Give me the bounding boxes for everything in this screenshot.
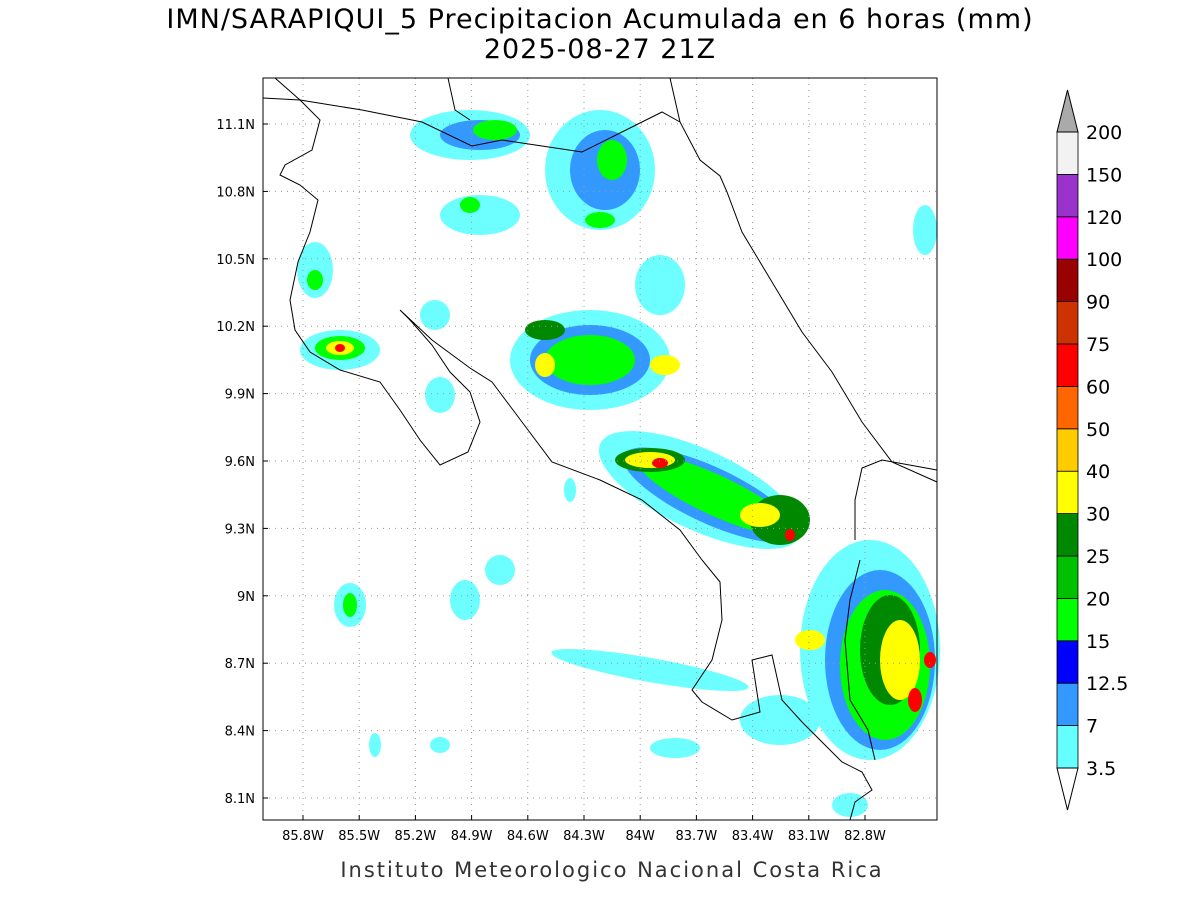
color-box xyxy=(1056,598,1079,642)
color-box xyxy=(1056,216,1079,260)
color-box xyxy=(1056,470,1079,515)
color-box xyxy=(1056,173,1079,218)
colorbar-label: 20 xyxy=(1086,588,1110,610)
color-box xyxy=(1056,640,1079,684)
lon-label: 85.8W xyxy=(282,829,324,844)
color-box xyxy=(1056,301,1079,345)
lon-label: 84.9W xyxy=(451,829,493,844)
color-box xyxy=(1056,258,1079,303)
colorbar-label: 150 xyxy=(1086,164,1122,186)
footer: Instituto Meteorologico Nacional Costa R… xyxy=(340,858,883,882)
color-box xyxy=(1056,513,1079,557)
coastline xyxy=(262,77,938,821)
under-triangle xyxy=(1056,767,1079,811)
lon-label: 82.8W xyxy=(844,829,886,844)
lat-label: 9.6N xyxy=(225,455,255,470)
colorbar-label: 100 xyxy=(1086,249,1122,271)
title: IMN/SARAPIQUI_5 Precipitacion Acumulada … xyxy=(166,4,1033,35)
colorbar-label: 15 xyxy=(1086,631,1110,653)
color-box xyxy=(1056,555,1079,599)
colorbar: 3.5 7 12.5 15 20 25 30 40 50 60 75 90 100 120 150 200 xyxy=(1056,89,1128,811)
lat-label: 8.1N xyxy=(225,792,255,807)
colorbar-label: 40 xyxy=(1086,461,1110,483)
colorbar-label: 75 xyxy=(1086,334,1110,356)
lat-label: 8.4N xyxy=(225,725,255,740)
colorbar-label: 50 xyxy=(1086,419,1110,441)
color-box xyxy=(1056,131,1079,175)
lon-label: 83.1W xyxy=(788,829,830,844)
color-box xyxy=(1056,725,1079,769)
precipitation xyxy=(297,110,940,817)
colorbar-label: 7 xyxy=(1086,716,1098,738)
colorbar-label: 120 xyxy=(1086,207,1122,229)
grid xyxy=(263,78,937,820)
colorbar-label: 200 xyxy=(1086,122,1122,144)
lat-label: 9.3N xyxy=(225,522,255,537)
lat-label: 10.5N xyxy=(216,253,255,268)
lat-label: 10.8N xyxy=(216,185,255,200)
lat-label: 11.1N xyxy=(216,118,255,133)
map xyxy=(262,77,940,821)
lat-label: 9.9N xyxy=(225,388,255,403)
colorbar-label: 12.5 xyxy=(1086,673,1128,695)
lon-label: 83.4W xyxy=(732,829,774,844)
subtitle: 2025-08-27 21Z xyxy=(484,34,716,65)
lat-label: 8.7N xyxy=(225,657,255,672)
color-box xyxy=(1056,428,1079,472)
colorbar-label: 3.5 xyxy=(1086,758,1116,780)
colorbar-label: 30 xyxy=(1086,504,1110,526)
lat-label: 9N xyxy=(237,590,255,605)
lon-label: 84.3W xyxy=(563,829,605,844)
color-box xyxy=(1056,682,1079,727)
map-frame xyxy=(262,77,938,821)
colorbar-label: 60 xyxy=(1086,376,1110,398)
colorbar-label: 90 xyxy=(1086,292,1110,314)
lon-label: 85.2W xyxy=(394,829,436,844)
lon-label: 84W xyxy=(625,829,655,844)
color-box xyxy=(1056,343,1079,387)
lon-label: 85.5W xyxy=(338,829,380,844)
colorbar-label: 25 xyxy=(1086,546,1110,568)
lon-label: 84.6W xyxy=(507,829,549,844)
lat-label: 10.2N xyxy=(216,320,255,335)
lon-label: 83.7W xyxy=(675,829,717,844)
color-box xyxy=(1056,385,1079,430)
over-triangle xyxy=(1056,89,1079,133)
